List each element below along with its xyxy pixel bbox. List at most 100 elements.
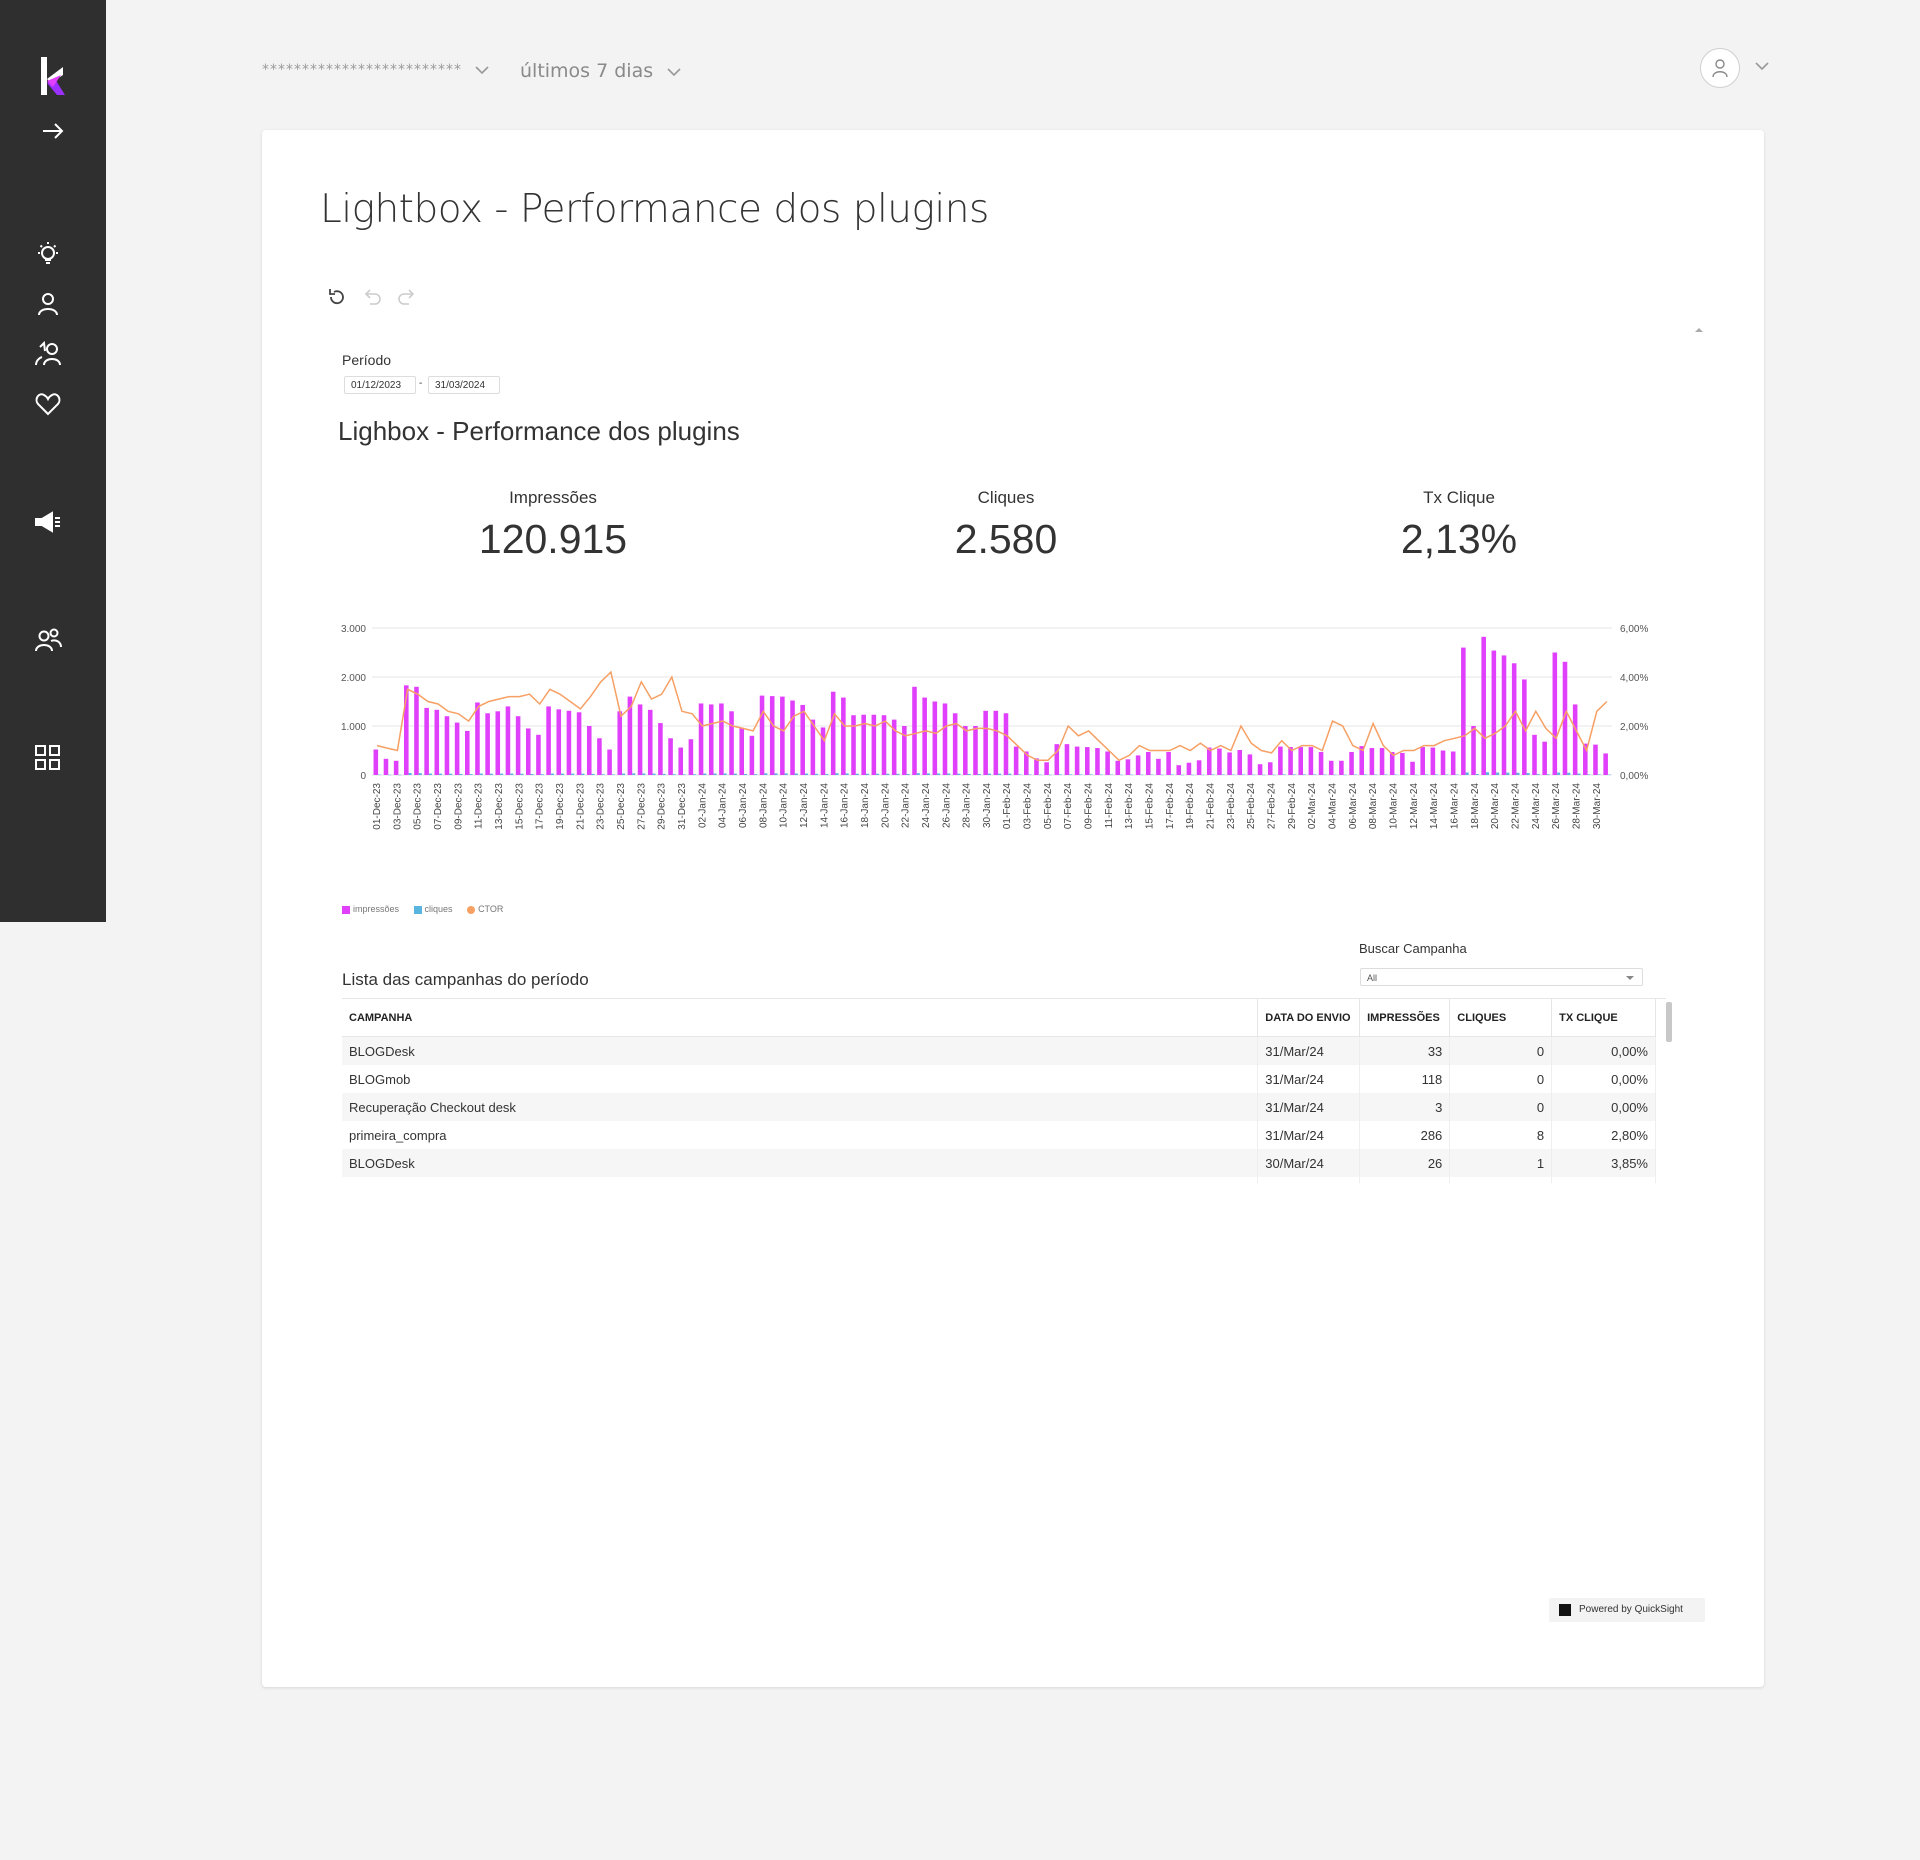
cell-impressoes: 154 bbox=[1359, 1177, 1451, 1183]
bar-impressoes bbox=[1156, 758, 1161, 775]
table-row[interactable]: BLOGDesk 30/Mar/24 26 1 3,85% bbox=[342, 1149, 1656, 1177]
bar-impressoes bbox=[546, 706, 551, 775]
col-data-envio[interactable]: DATA DO ENVIO bbox=[1257, 999, 1361, 1037]
bar-cliques bbox=[977, 773, 981, 775]
people-icon[interactable] bbox=[30, 622, 66, 658]
bar-impressoes bbox=[1024, 751, 1029, 775]
bar-cliques bbox=[1506, 772, 1510, 775]
bar-impressoes bbox=[932, 701, 938, 775]
x-tick-label: 19-Dec-23 bbox=[555, 783, 566, 830]
bar-cliques bbox=[1028, 774, 1032, 776]
cell-data: 31/Mar/24 bbox=[1257, 1036, 1361, 1065]
table-scrollbar[interactable] bbox=[1666, 1002, 1672, 1042]
user-menu[interactable] bbox=[1700, 48, 1772, 90]
bar-impressoes bbox=[1288, 747, 1293, 775]
col-campanha[interactable]: CAMPANHA bbox=[342, 999, 1259, 1037]
bar-cliques bbox=[489, 773, 493, 775]
heart-icon[interactable] bbox=[30, 386, 66, 422]
date-end-input[interactable]: 31/03/2024 bbox=[428, 376, 500, 394]
bar-impressoes bbox=[1064, 744, 1070, 775]
bar-cliques bbox=[428, 773, 432, 775]
bar-impressoes bbox=[861, 714, 866, 775]
col-tx-clique[interactable]: TX CLIQUE bbox=[1551, 999, 1656, 1037]
bar-impressoes bbox=[1145, 751, 1151, 775]
account-selector[interactable]: ************************* bbox=[262, 62, 490, 78]
x-tick-label: 08-Jan-24 bbox=[758, 783, 769, 828]
bar-impressoes bbox=[495, 711, 501, 775]
user-icon bbox=[1712, 59, 1728, 78]
bar-impressoes bbox=[1013, 746, 1019, 775]
col-impressoes[interactable]: IMPRESSÕES bbox=[1359, 999, 1451, 1037]
bar-cliques bbox=[1333, 774, 1337, 776]
bar-cliques bbox=[439, 773, 443, 775]
col-cliques[interactable]: CLIQUES bbox=[1449, 999, 1553, 1037]
legend-label: CTOR bbox=[478, 904, 504, 914]
table-row[interactable]: BLOGmob 31/Mar/24 118 0 0,00% bbox=[342, 1065, 1656, 1093]
bar-impressoes bbox=[1044, 762, 1049, 775]
bar-cliques bbox=[398, 774, 402, 776]
megaphone-icon[interactable] bbox=[30, 504, 66, 540]
quicksight-badge[interactable]: Powered by QuickSight bbox=[1549, 1598, 1705, 1622]
bar-cliques bbox=[1557, 772, 1561, 775]
bar-impressoes bbox=[739, 727, 744, 775]
cell-impressoes: 118 bbox=[1359, 1065, 1451, 1093]
bar-cliques bbox=[764, 773, 768, 775]
x-tick-label: 30-Jan-24 bbox=[982, 783, 993, 828]
bar-impressoes bbox=[525, 728, 531, 775]
x-tick-label: 03-Dec-23 bbox=[392, 783, 403, 830]
select-value: All bbox=[1367, 973, 1378, 983]
grid-icon[interactable] bbox=[30, 740, 66, 776]
users-group-icon[interactable] bbox=[30, 336, 66, 372]
y2-tick-label: 0,00% bbox=[1620, 771, 1648, 782]
bar-impressoes bbox=[566, 710, 572, 775]
bar-impressoes bbox=[1125, 759, 1131, 775]
cell-data: 31/Mar/24 bbox=[1257, 1093, 1361, 1121]
bar-cliques bbox=[652, 773, 656, 775]
bar-cliques bbox=[550, 773, 554, 775]
bar-cliques bbox=[1587, 774, 1591, 775]
bar-cliques bbox=[611, 774, 615, 775]
bar-impressoes bbox=[1461, 647, 1466, 775]
x-tick-label: 09-Feb-24 bbox=[1084, 783, 1095, 830]
table-row[interactable]: primeira_compra 31/Mar/24 286 8 2,80% bbox=[342, 1121, 1656, 1149]
logo-icon[interactable] bbox=[34, 57, 70, 95]
cell-campanha: BLOGmob bbox=[342, 1065, 1259, 1093]
kpi-value: 120.915 bbox=[478, 516, 628, 562]
bar-impressoes bbox=[993, 710, 999, 775]
expand-arrow-icon[interactable] bbox=[35, 113, 71, 149]
bar-impressoes bbox=[1410, 761, 1415, 775]
x-tick-label: 12-Mar-24 bbox=[1409, 783, 1420, 830]
collapse-caret-icon[interactable] bbox=[1695, 328, 1703, 332]
bar-impressoes bbox=[810, 719, 816, 775]
bar-impressoes bbox=[393, 760, 399, 775]
cell-tx: 3,85% bbox=[1551, 1149, 1656, 1177]
undo-icon[interactable] bbox=[361, 286, 383, 308]
y-tick-label: 0 bbox=[360, 771, 366, 782]
redo-icon[interactable] bbox=[396, 286, 418, 308]
lightbulb-icon[interactable] bbox=[30, 236, 66, 272]
bar-impressoes bbox=[759, 695, 765, 775]
cell-campanha: primeira_compra bbox=[342, 1121, 1259, 1149]
table-header-row: CAMPANHA DATA DO ENVIO IMPRESSÕES CLIQUE… bbox=[342, 999, 1656, 1037]
bar-impressoes bbox=[404, 685, 409, 775]
legend-item-impressoes[interactable]: impressões bbox=[342, 904, 399, 914]
date-start-input[interactable]: 01/12/2023 bbox=[344, 376, 416, 394]
reset-icon[interactable] bbox=[326, 286, 348, 308]
x-tick-label: 18-Jan-24 bbox=[860, 783, 871, 828]
bar-impressoes bbox=[1196, 760, 1202, 775]
date-range-selector[interactable]: últimos 7 dias bbox=[520, 60, 681, 82]
bar-cliques bbox=[916, 773, 920, 775]
legend-item-cliques[interactable]: cliques bbox=[413, 904, 453, 914]
table-row[interactable]: BLOGmob30/Mar/2415400,00% bbox=[342, 1177, 1656, 1183]
bar-cliques bbox=[1221, 774, 1225, 775]
bar-impressoes bbox=[1135, 755, 1141, 775]
campaign-search-select[interactable]: All bbox=[1360, 968, 1643, 986]
table-row[interactable]: Recuperação Checkout desk 31/Mar/24 3 0 0,00… bbox=[342, 1093, 1656, 1121]
user-icon[interactable] bbox=[30, 286, 66, 322]
bar-impressoes bbox=[1572, 704, 1578, 775]
bar-impressoes bbox=[830, 691, 836, 775]
bar-impressoes bbox=[1542, 741, 1547, 775]
table-row[interactable]: BLOGDesk 31/Mar/24 33 0 0,00% bbox=[342, 1036, 1656, 1065]
quicksight-logo-icon bbox=[1559, 1604, 1571, 1616]
legend-item-ctor[interactable]: CTOR bbox=[467, 904, 503, 914]
